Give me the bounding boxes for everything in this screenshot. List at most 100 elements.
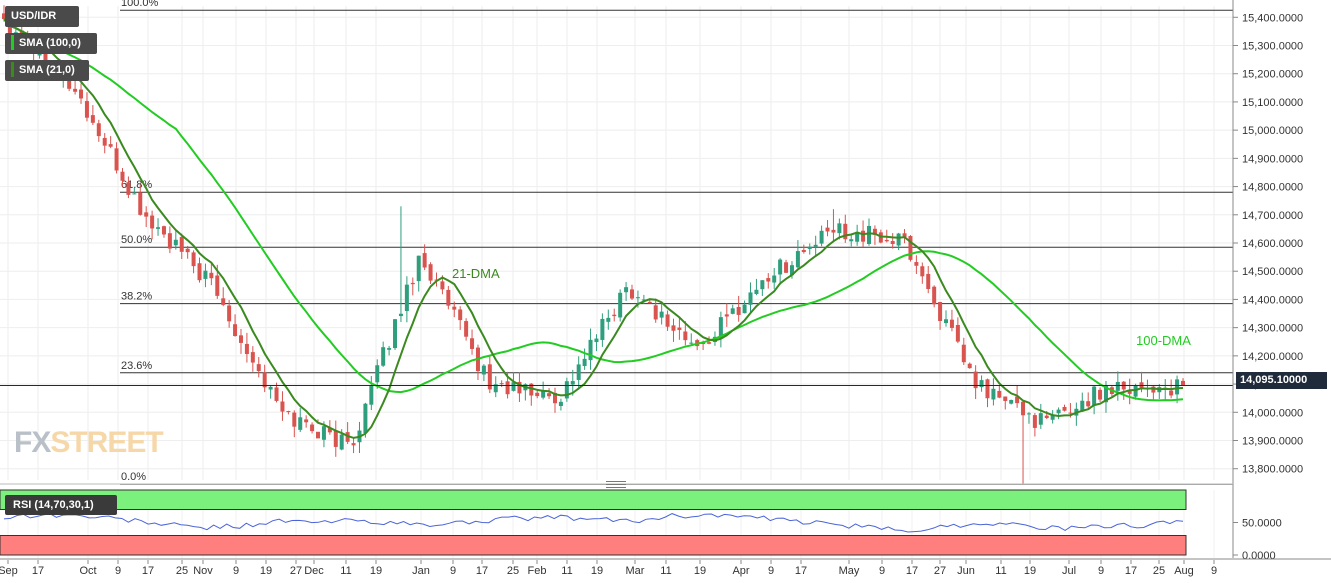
candle[interactable] (1050, 410, 1055, 424)
candle[interactable] (1098, 387, 1103, 402)
candle[interactable] (268, 385, 273, 399)
rsi-panel[interactable]: 50.0000 0.0000 (0, 489, 1282, 562)
candle[interactable] (630, 284, 635, 300)
candle[interactable] (1092, 385, 1097, 415)
candle[interactable] (979, 375, 984, 392)
candle[interactable] (493, 376, 498, 398)
candle[interactable] (114, 142, 119, 174)
candle[interactable] (671, 318, 676, 342)
candle[interactable] (404, 276, 409, 323)
candle[interactable] (529, 383, 534, 406)
rsi-badge[interactable]: RSI (14,70,30,1) (5, 495, 117, 515)
candle[interactable] (126, 176, 131, 199)
candle[interactable] (470, 329, 475, 355)
candle[interactable] (784, 259, 789, 273)
candle[interactable] (238, 328, 243, 354)
candle[interactable] (683, 321, 688, 346)
candle[interactable] (138, 184, 143, 216)
candle[interactable] (742, 300, 747, 314)
candle[interactable] (754, 278, 759, 296)
candle[interactable] (795, 240, 800, 270)
candle[interactable] (475, 344, 480, 380)
candle[interactable] (624, 282, 629, 301)
candle[interactable] (778, 258, 783, 285)
candle[interactable] (1026, 412, 1031, 424)
candle[interactable] (1003, 396, 1008, 410)
candle[interactable] (772, 267, 777, 290)
candle[interactable] (351, 437, 356, 454)
candle[interactable] (1175, 375, 1180, 404)
candle[interactable] (600, 313, 605, 347)
candle[interactable] (464, 318, 469, 341)
candle[interactable] (558, 398, 563, 411)
candle[interactable] (517, 372, 522, 402)
candle[interactable] (250, 346, 255, 372)
candle[interactable] (535, 390, 540, 399)
candle[interactable] (221, 287, 226, 307)
candle[interactable] (1115, 371, 1120, 401)
panel-splitter-handle[interactable] (606, 481, 626, 488)
candle[interactable] (1009, 399, 1014, 405)
candle[interactable] (677, 316, 682, 340)
candle[interactable] (381, 341, 386, 367)
candle[interactable] (233, 314, 238, 337)
candle[interactable] (102, 132, 107, 154)
candle[interactable] (244, 332, 249, 363)
candle[interactable] (641, 294, 646, 305)
candle[interactable] (363, 402, 368, 438)
candle[interactable] (333, 420, 338, 457)
candle[interactable] (173, 229, 178, 250)
candle[interactable] (831, 209, 836, 241)
candle[interactable] (84, 92, 89, 122)
candle[interactable] (1157, 384, 1162, 400)
candle[interactable] (991, 378, 996, 406)
candle[interactable] (843, 214, 848, 243)
candle[interactable] (280, 391, 285, 421)
candle[interactable] (1080, 392, 1085, 412)
candle[interactable] (689, 333, 694, 345)
candle[interactable] (588, 328, 593, 370)
candle[interactable] (203, 263, 208, 288)
candle[interactable] (748, 282, 753, 313)
candle[interactable] (855, 224, 860, 246)
candle[interactable] (179, 233, 184, 260)
candle[interactable] (961, 337, 966, 366)
candle[interactable] (144, 206, 149, 228)
candle[interactable] (2, 5, 6, 22)
candle[interactable] (665, 310, 670, 331)
candle[interactable] (576, 356, 581, 390)
candle[interactable] (108, 136, 113, 149)
candle[interactable] (955, 317, 960, 344)
candle[interactable] (375, 359, 380, 389)
candle[interactable] (227, 300, 232, 328)
candle[interactable] (890, 233, 895, 249)
candle[interactable] (256, 357, 261, 378)
candle[interactable] (807, 243, 812, 255)
candle[interactable] (191, 250, 196, 274)
candle[interactable] (920, 262, 925, 284)
candle[interactable] (156, 218, 161, 236)
candle[interactable] (1032, 412, 1037, 437)
candle[interactable] (973, 365, 978, 400)
candle[interactable] (416, 255, 421, 292)
candle[interactable] (458, 306, 463, 330)
candle[interactable] (949, 309, 954, 332)
candle[interactable] (310, 422, 315, 434)
candle[interactable] (262, 364, 267, 393)
candle[interactable] (428, 262, 433, 285)
candle[interactable] (345, 422, 350, 445)
candle[interactable] (481, 364, 486, 382)
candle[interactable] (659, 302, 664, 325)
candle[interactable] (944, 310, 949, 327)
candle[interactable] (422, 244, 427, 271)
candle[interactable] (185, 245, 190, 259)
candle[interactable] (926, 266, 931, 294)
candle[interactable] (612, 308, 617, 322)
candle[interactable] (564, 377, 569, 402)
candle[interactable] (1121, 380, 1126, 400)
candle[interactable] (547, 388, 552, 399)
sma100-badge[interactable]: SMA (100,0) (5, 33, 97, 54)
candle[interactable] (801, 244, 806, 254)
candle[interactable] (718, 311, 723, 348)
